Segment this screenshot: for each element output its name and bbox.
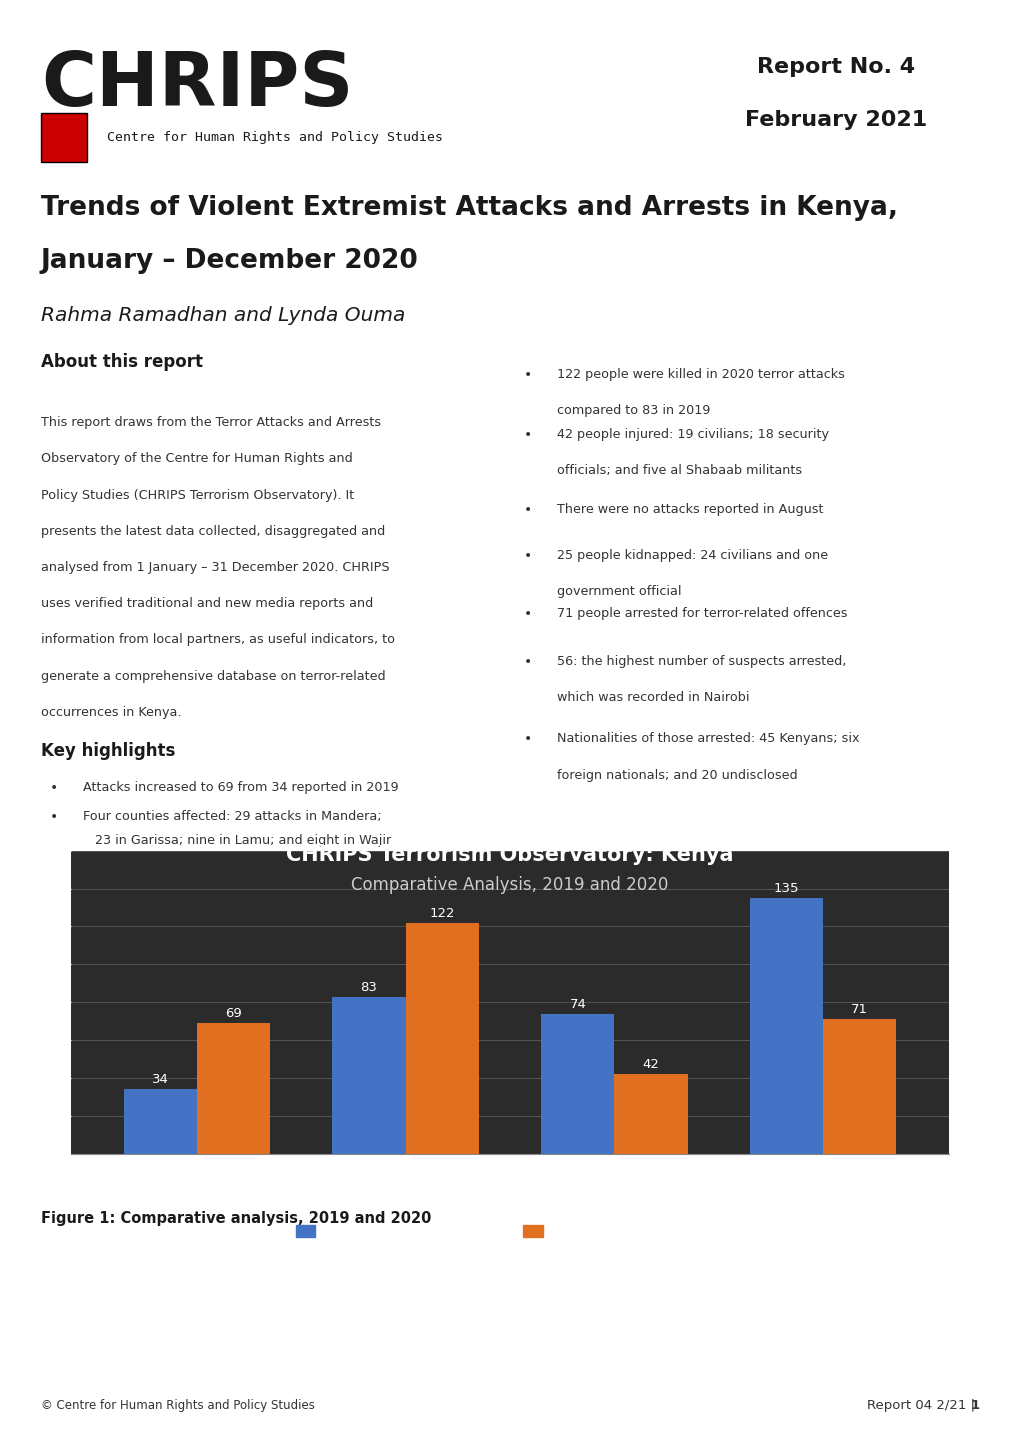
Text: Four counties affected: 29 attacks in Mandera;: Four counties affected: 29 attacks in Ma…: [83, 810, 381, 823]
Text: Report 04 2/21 |: Report 04 2/21 |: [866, 1399, 978, 1413]
Text: compared to 83 in 2019: compared to 83 in 2019: [556, 404, 709, 417]
Text: About this report: About this report: [41, 353, 203, 371]
Text: •: •: [524, 733, 532, 747]
Text: •: •: [524, 607, 532, 622]
Text: Report No. 4: Report No. 4: [756, 56, 915, 76]
Text: 42 people injured: 19 civilians; 18 security: 42 people injured: 19 civilians; 18 secu…: [556, 428, 828, 441]
Text: 23 in Garissa; nine in Lamu; and eight in Wajir: 23 in Garissa; nine in Lamu; and eight i…: [83, 833, 391, 846]
Text: 122 people were killed in 2020 terror attacks: 122 people were killed in 2020 terror at…: [556, 368, 844, 381]
Text: Centre for Human Rights and Policy Studies: Centre for Human Rights and Policy Studi…: [107, 131, 442, 144]
Text: officials; and five al Shabaab militants: officials; and five al Shabaab militants: [556, 464, 801, 477]
Text: Observatory of the Centre for Human Rights and: Observatory of the Centre for Human Righ…: [41, 453, 353, 466]
Text: •: •: [50, 810, 58, 823]
Text: presents the latest data collected, disaggregated and: presents the latest data collected, disa…: [41, 525, 385, 538]
Bar: [406, 923, 478, 1154]
Text: generate a comprehensive database on terror-related: generate a comprehensive database on ter…: [41, 669, 385, 682]
Bar: [123, 1089, 197, 1154]
Text: This report draws from the Terror Attacks and Arrests: This report draws from the Terror Attack…: [41, 417, 380, 430]
Text: 122: 122: [429, 907, 454, 920]
Text: Figure 1: Comparative analysis, 2019 and 2020: Figure 1: Comparative analysis, 2019 and…: [41, 1211, 431, 1226]
Text: government official: government official: [556, 585, 681, 598]
Text: 42: 42: [642, 1058, 658, 1071]
Text: 56: the highest number of suspects arrested,: 56: the highest number of suspects arres…: [556, 655, 846, 668]
Text: uses verified traditional and new media reports and: uses verified traditional and new media …: [41, 597, 373, 610]
Text: which was recorded in Nairobi: which was recorded in Nairobi: [556, 691, 749, 705]
Text: 25 people kidnapped: 24 civilians and one: 25 people kidnapped: 24 civilians and on…: [556, 549, 827, 562]
Text: Trends of Violent Extremist Attacks and Arrests in Kenya,: Trends of Violent Extremist Attacks and …: [41, 195, 897, 221]
Bar: [613, 1074, 687, 1154]
Text: 69: 69: [224, 1007, 242, 1019]
Text: 1: 1: [969, 1399, 978, 1413]
Text: © Centre for Human Rights and Policy Studies: © Centre for Human Rights and Policy Stu…: [41, 1399, 315, 1413]
Text: Comparative Analysis, 2019 and 2020: Comparative Analysis, 2019 and 2020: [351, 877, 668, 894]
Text: Attacks increased to 69 from 34 reported in 2019: Attacks increased to 69 from 34 reported…: [83, 780, 398, 793]
Text: 71 people arrested for terror-related offences: 71 people arrested for terror-related of…: [556, 607, 847, 620]
Text: •: •: [524, 503, 532, 518]
Text: •: •: [524, 655, 532, 669]
Bar: [822, 1019, 896, 1154]
Legend: January - December 2019, January - December 2020: January - December 2019, January - Decem…: [290, 1220, 729, 1244]
Text: CHRIPS: CHRIPS: [41, 49, 353, 123]
Text: Rahma Ramadhan and Lynda Ouma: Rahma Ramadhan and Lynda Ouma: [41, 306, 405, 324]
Bar: [332, 996, 406, 1154]
Text: January – December 2020: January – December 2020: [41, 248, 418, 274]
Text: foreign nationals; and 20 undisclosed: foreign nationals; and 20 undisclosed: [556, 769, 797, 782]
Bar: [197, 1022, 270, 1154]
Text: 135: 135: [773, 883, 799, 895]
Bar: [749, 898, 822, 1154]
Text: February 2021: February 2021: [745, 110, 926, 130]
FancyBboxPatch shape: [41, 112, 87, 162]
Text: 71: 71: [851, 1004, 867, 1017]
Text: Nationalities of those arrested: 45 Kenyans; six: Nationalities of those arrested: 45 Keny…: [556, 733, 859, 746]
Text: information from local partners, as useful indicators, to: information from local partners, as usef…: [41, 633, 394, 646]
Text: •: •: [524, 428, 532, 443]
Text: There were no attacks reported in August: There were no attacks reported in August: [556, 503, 822, 516]
Text: Policy Studies (CHRIPS Terrorism Observatory). It: Policy Studies (CHRIPS Terrorism Observa…: [41, 489, 354, 502]
Text: analysed from 1 January – 31 December 2020. CHRIPS: analysed from 1 January – 31 December 20…: [41, 561, 389, 574]
Text: 83: 83: [361, 981, 377, 994]
Text: 34: 34: [152, 1073, 168, 1086]
Text: •: •: [524, 368, 532, 382]
Text: •: •: [50, 780, 58, 795]
Text: Key highlights: Key highlights: [41, 743, 175, 760]
Text: •: •: [524, 549, 532, 562]
Text: occurrences in Kenya.: occurrences in Kenya.: [41, 707, 181, 720]
Text: 74: 74: [569, 998, 586, 1011]
Bar: [541, 1014, 613, 1154]
Text: CHRIPS Terrorism Observatory: Kenya: CHRIPS Terrorism Observatory: Kenya: [286, 845, 733, 865]
